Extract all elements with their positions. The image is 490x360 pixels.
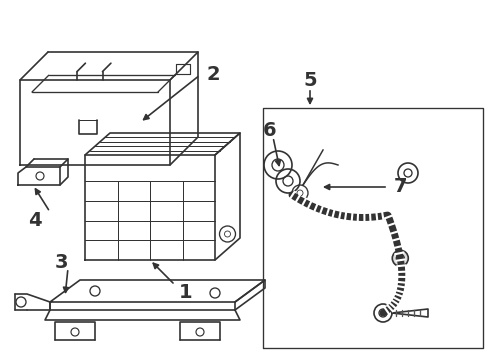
Text: 2: 2 [206, 66, 220, 85]
Circle shape [392, 250, 408, 266]
Text: 1: 1 [179, 283, 193, 302]
Text: 7: 7 [394, 177, 408, 197]
Text: 5: 5 [303, 71, 317, 90]
Text: 4: 4 [28, 211, 42, 230]
Text: 6: 6 [263, 121, 277, 139]
Text: 3: 3 [55, 252, 69, 271]
